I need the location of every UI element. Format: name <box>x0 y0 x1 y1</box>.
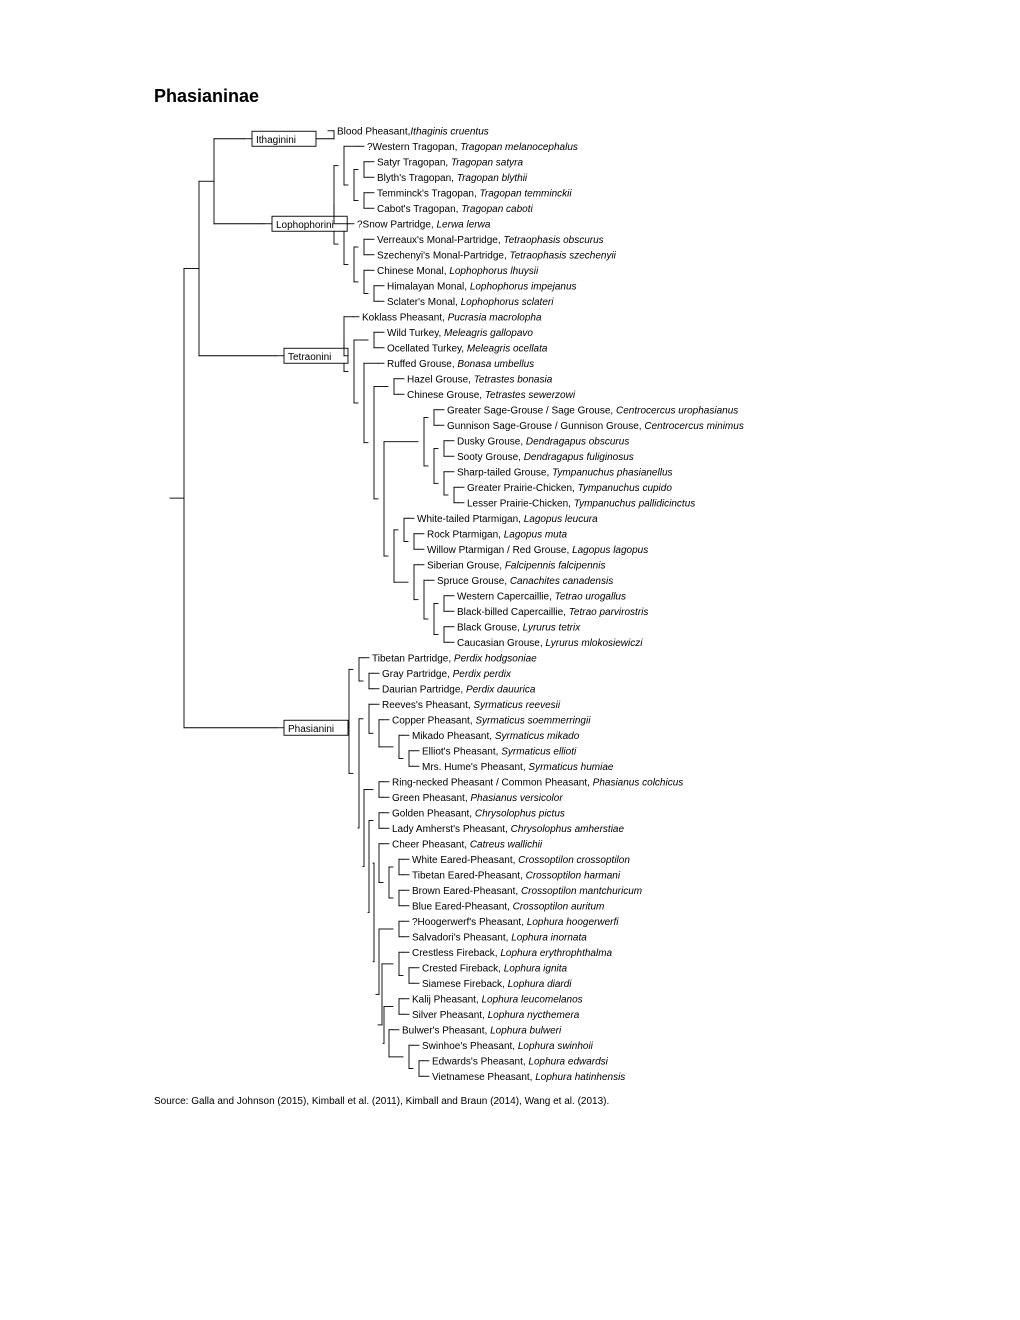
leaf-label: Crested Fireback, Lophura ignita <box>422 963 568 974</box>
leaf-label: Cabot's Tragopan, Tragopan caboti <box>377 204 533 215</box>
leaf-label: Daurian Partridge, Perdix dauurica <box>382 684 536 695</box>
leaf-label: Brown Eared-Pheasant, Crossoptilon mantc… <box>412 886 642 897</box>
leaf-label: Swinhoe's Pheasant, Lophura swinhoii <box>422 1041 594 1052</box>
leaf-label: Lady Amherst's Pheasant, Chrysolophus am… <box>392 824 624 835</box>
leaf-label: Spruce Grouse, Canachites canadensis <box>437 576 613 587</box>
clade-label: Lophophorini <box>276 220 334 231</box>
leaf-label: Szechenyi's Monal-Partridge, Tetraophasi… <box>377 250 617 261</box>
leaf-label: Green Pheasant, Phasianus versicolor <box>392 793 563 804</box>
leaf-label: ?Hoogerwerf's Pheasant, Lophura hoogerwe… <box>412 917 619 928</box>
leaf-label: Greater Sage-Grouse / Sage Grouse, Centr… <box>447 405 738 416</box>
leaf-label: White Eared-Pheasant, Crossoptilon cross… <box>412 855 630 866</box>
leaf-label: Dusky Grouse, Dendragapus obscurus <box>457 436 629 447</box>
leaf-label: White-tailed Ptarmigan, Lagopus leucura <box>417 514 598 525</box>
leaf-label: Blood Pheasant,Ithaginis cruentus <box>337 126 489 137</box>
leaf-label: Himalayan Monal, Lophophorus impejanus <box>387 281 577 292</box>
leaf-label: Mrs. Hume's Pheasant, Syrmaticus humiae <box>422 762 614 773</box>
leaf-label: ?Western Tragopan, Tragopan melanocephal… <box>367 142 578 153</box>
leaf-label: Tibetan Eared-Pheasant, Crossoptilon har… <box>412 870 621 881</box>
leaf-label: Siamese Fireback, Lophura diardi <box>422 979 572 990</box>
leaf-label: Reeves's Pheasant, Syrmaticus reevesii <box>382 700 561 711</box>
leaf-label: Gray Partridge, Perdix perdix <box>382 669 512 680</box>
leaf-label: Tibetan Partridge, Perdix hodgsoniae <box>372 653 537 664</box>
leaf-label: Gunnison Sage-Grouse / Gunnison Grouse, … <box>447 421 744 432</box>
cladogram: Blood Pheasant,Ithaginis cruentus ?Wester… <box>154 113 914 1090</box>
leaf-label: Satyr Tragopan, Tragopan satyra <box>377 157 523 168</box>
leaf-label: Edwards's Pheasant, Lophura edwardsi <box>432 1056 609 1067</box>
leaf-label: Chinese Monal, Lophophorus lhuysii <box>377 266 539 277</box>
leaf-label: Black-billed Capercaillie, Tetrao parvir… <box>457 607 648 618</box>
leaf-label: Vietnamese Pheasant, Lophura hatinhensis <box>432 1072 625 1083</box>
leaf-label: Ocellated Turkey, Meleagris ocellata <box>387 343 548 354</box>
leaf-label: Wild Turkey, Meleagris gallopavo <box>387 328 533 339</box>
leaf-label: Temminck's Tragopan, Tragopan temminckii <box>377 188 572 199</box>
leaf-label: Bulwer's Pheasant, Lophura bulweri <box>402 1025 562 1036</box>
leaf-label: Willow Ptarmigan / Red Grouse, Lagopus l… <box>427 545 648 556</box>
leaf-label: Ruffed Grouse, Bonasa umbellus <box>387 359 534 370</box>
clade-label: Tetraonini <box>288 352 331 363</box>
leaf-label: Hazel Grouse, Tetrastes bonasia <box>407 374 553 385</box>
leaf-label: Mikado Pheasant, Syrmaticus mikado <box>412 731 580 742</box>
leaf-label: Koklass Pheasant, Pucrasia macrolopha <box>362 312 542 323</box>
leaf-label: Blyth's Tragopan, Tragopan blythii <box>377 173 528 184</box>
leaf-label: Blue Eared-Pheasant, Crossoptilon auritu… <box>412 901 604 912</box>
leaf-label: Salvadori's Pheasant, Lophura inornata <box>412 932 587 943</box>
leaf-label: Rock Ptarmigan, Lagopus muta <box>427 529 568 540</box>
leaf-label: Verreaux's Monal-Partridge, Tetraophasis… <box>377 235 604 246</box>
clade-label: Ithaginini <box>256 135 296 146</box>
clade-label: Phasianini <box>288 724 334 735</box>
leaf-label: Silver Pheasant, Lophura nycthemera <box>412 1010 580 1021</box>
leaf-label: Chinese Grouse, Tetrastes sewerzowi <box>407 390 576 401</box>
leaf-label: Sooty Grouse, Dendragapus fuliginosus <box>457 452 634 463</box>
leaf-label: Black Grouse, Lyrurus tetrix <box>457 622 581 633</box>
page-title: Phasianinae <box>154 86 920 107</box>
leaf-label: ?Snow Partridge, Lerwa lerwa <box>357 219 491 230</box>
leaf-label: Copper Pheasant, Syrmaticus soemmerringi… <box>392 715 591 726</box>
leaf-label: Ring-necked Pheasant / Common Pheasant, … <box>392 777 683 788</box>
leaf-label: Sclater's Monal, Lophophorus sclateri <box>387 297 554 308</box>
leaf-label: Caucasian Grouse, Lyrurus mlokosiewiczi <box>457 638 643 649</box>
leaf-label: Siberian Grouse, Falcipennis falcipennis <box>427 560 605 571</box>
leaf-label: Sharp-tailed Grouse, Tympanuchus phasian… <box>457 467 673 478</box>
leaf-label: Elliot's Pheasant, Syrmaticus ellioti <box>422 746 577 757</box>
leaf-label: Golden Pheasant, Chrysolophus pictus <box>392 808 565 819</box>
leaf-label: Cheer Pheasant, Catreus wallichii <box>392 839 543 850</box>
leaf-label: Kalij Pheasant, Lophura leucomelanos <box>412 994 583 1005</box>
leaf-label: Lesser Prairie-Chicken, Tympanuchus pall… <box>467 498 695 509</box>
leaf-label: Western Capercaillie, Tetrao urogallus <box>457 591 626 602</box>
source-line: Source: Galla and Johnson (2015), Kimbal… <box>154 1096 920 1107</box>
leaf-label: Greater Prairie-Chicken, Tympanuchus cup… <box>467 483 672 494</box>
leaf-label: Crestless Fireback, Lophura erythrophtha… <box>412 948 613 959</box>
